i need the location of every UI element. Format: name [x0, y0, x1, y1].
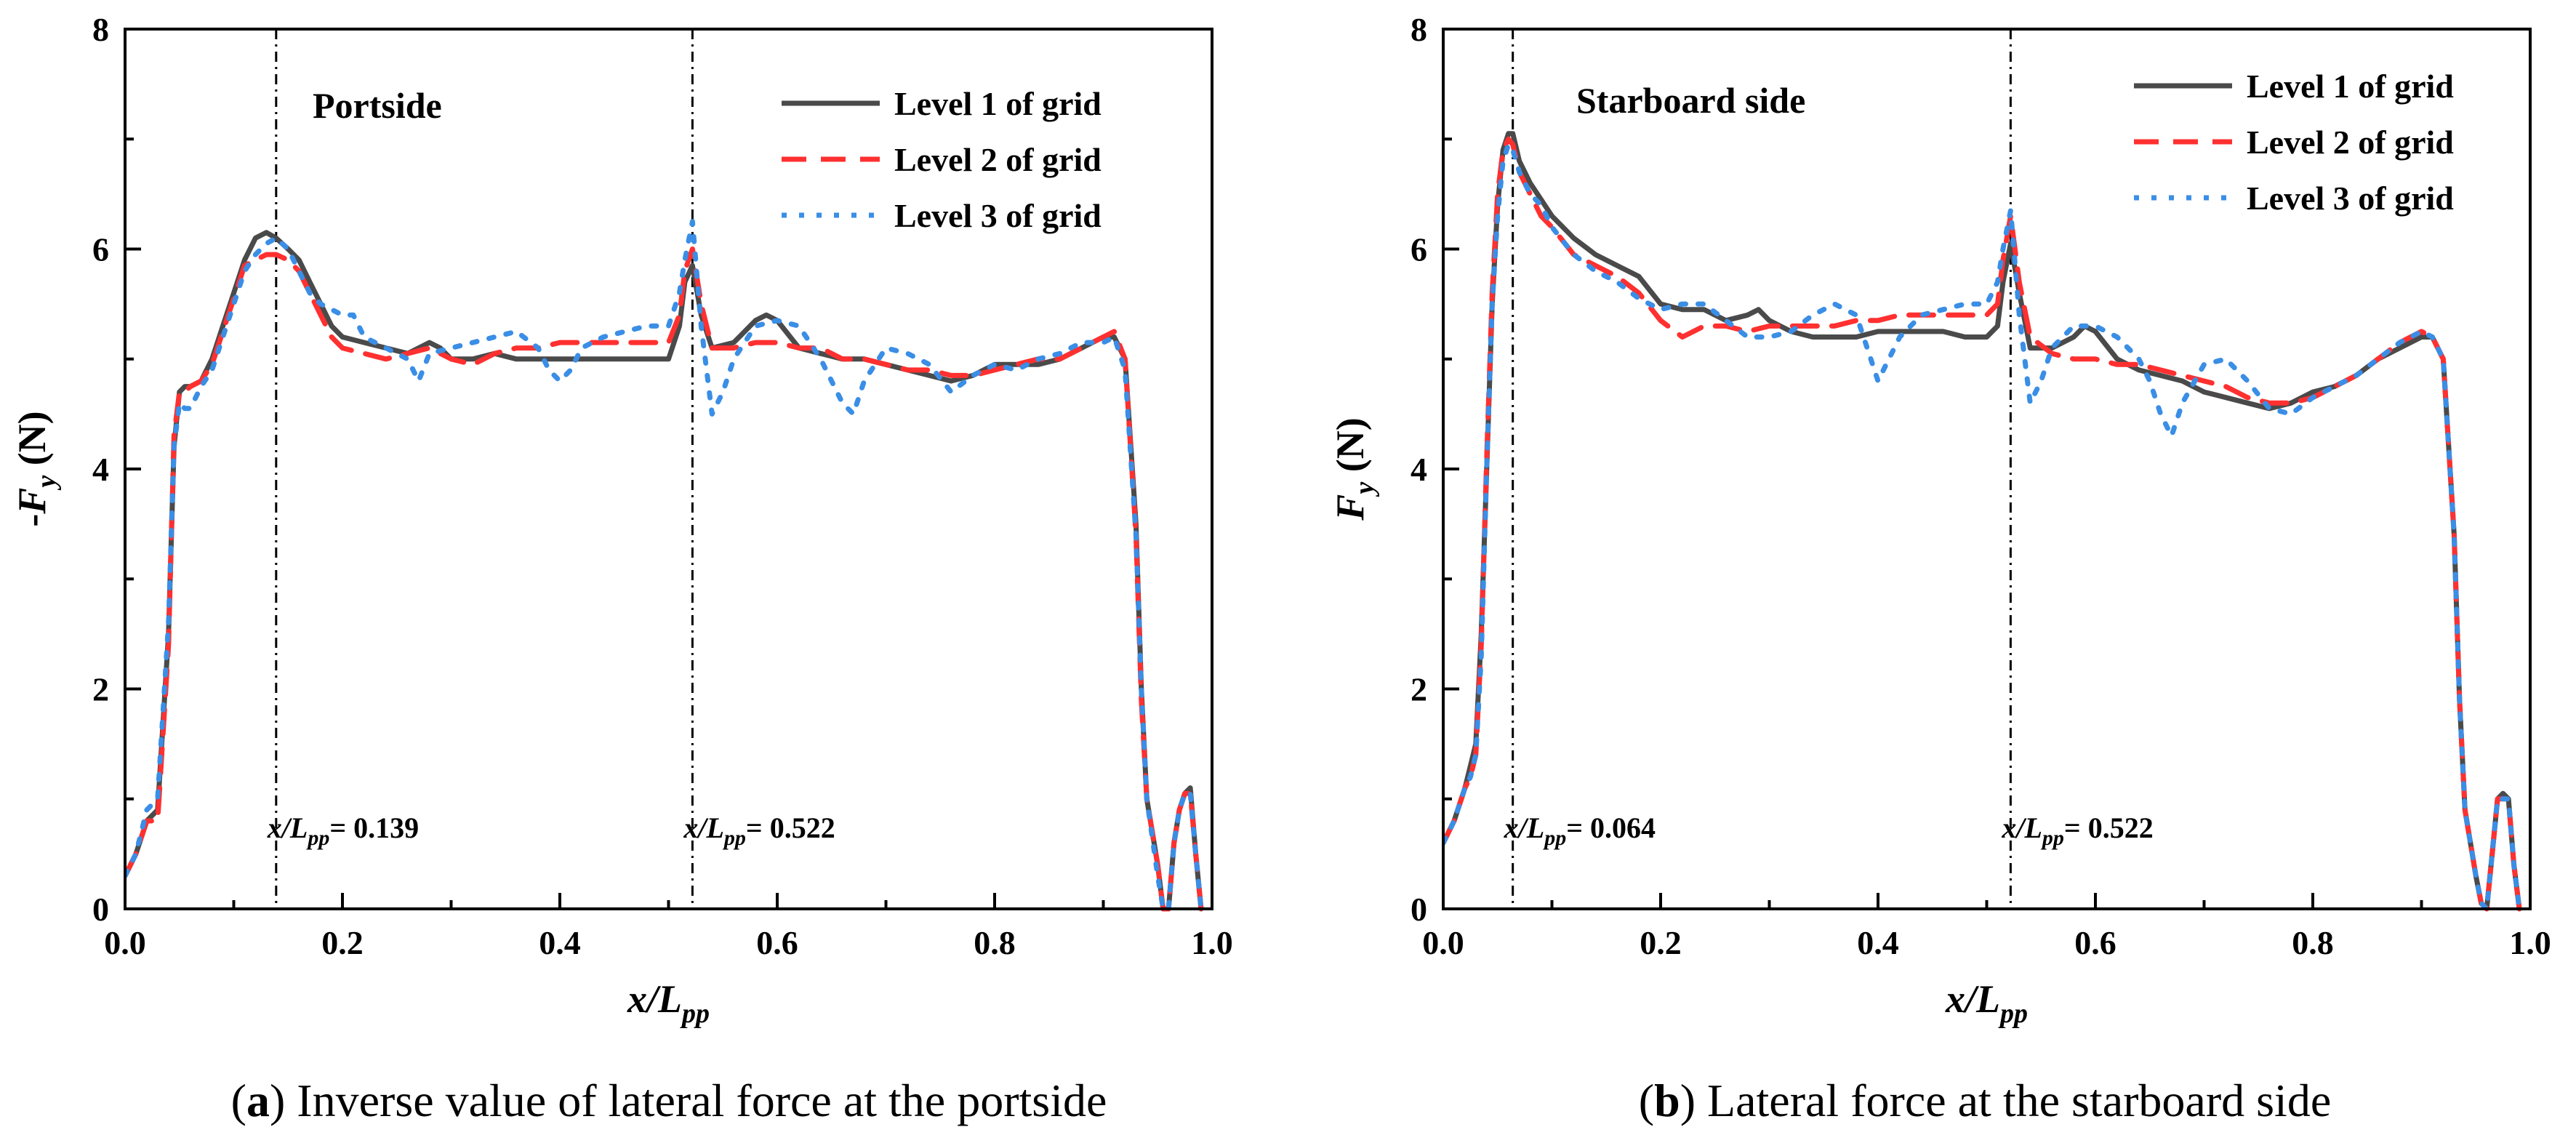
legend-label-level-1: Level 1 of grid [2247, 68, 2454, 105]
x-tick-label: 0.8 [974, 924, 1016, 961]
y-tick-label: 0 [92, 891, 109, 928]
x-axis-label: x/Lpp [627, 977, 710, 1029]
y-tick-label: 0 [1411, 891, 1427, 928]
y-tick-label: 8 [92, 11, 109, 48]
chart-panel-b: 0.0 0.2 0.4 0.6 0.8 1.0 0 2 4 6 8 x/Lpp= 0.064 x/Lpp… [1328, 11, 2551, 1126]
annotation-label: x/Lpp= 0.139 [267, 811, 419, 850]
x-tick-label: 0.4 [1857, 924, 1899, 961]
panel-caption: (b) Lateral force at the starboard side [1639, 1075, 2331, 1126]
legend-label-level-3: Level 3 of grid [2247, 180, 2454, 217]
x-tick-label: 0.0 [1422, 924, 1464, 961]
x-axis-label: x/Lpp [1945, 977, 2028, 1029]
annotation-label: x/Lpp= 0.522 [683, 811, 835, 850]
x-tick-label: 0.6 [756, 924, 798, 961]
x-tick-label: 0.6 [2074, 924, 2116, 961]
x-tick-label: 0.0 [104, 924, 146, 961]
y-tick-label: 6 [1411, 231, 1427, 268]
x-tick-label: 0.2 [321, 924, 364, 961]
chart-panel-a: 0.0 0.2 0.4 0.6 0.8 1.0 0 2 4 6 8 x/Lpp= 0.139 x/Lpp… [10, 11, 1233, 1126]
series-line-level-3 [125, 219, 1204, 912]
x-tick-label: 0.8 [2292, 924, 2334, 961]
y-tick-label: 4 [92, 451, 109, 488]
annotation-label: x/Lpp= 0.064 [1504, 811, 1656, 850]
panel-caption: (a) Inverse value of lateral force at th… [231, 1075, 1107, 1126]
series-line-level-2 [125, 246, 1204, 912]
series-line-level-1 [125, 230, 1204, 912]
plot-frame [1442, 28, 2532, 910]
y-axis-label: -Fy (N) [10, 411, 62, 526]
y-axis-label: Fy (N) [1328, 417, 1380, 521]
y-tick-label: 4 [1411, 451, 1427, 488]
x-tick-label: 1.0 [1191, 924, 1233, 961]
x-tick-label: 1.0 [2509, 924, 2551, 961]
plot-frame [124, 28, 1213, 910]
series-line-level-1 [1443, 131, 2522, 912]
x-tick-label: 0.2 [1640, 924, 1682, 961]
y-tick-label: 6 [92, 231, 109, 268]
side-label: Portside [313, 85, 442, 126]
legend-label-level-1: Level 1 of grid [894, 85, 1102, 122]
x-tick-label: 0.4 [539, 924, 581, 961]
legend-label-level-3: Level 3 of grid [894, 197, 1102, 234]
y-tick-label: 2 [1411, 671, 1427, 708]
y-tick-label: 2 [92, 671, 109, 708]
series-line-level-2 [1443, 136, 2522, 912]
legend-label-level-2: Level 2 of grid [894, 141, 1102, 178]
series-line-level-3 [1443, 142, 2522, 912]
y-tick-label: 8 [1411, 11, 1427, 48]
annotation-label: x/Lpp= 0.522 [2001, 811, 2153, 850]
side-label: Starboard side [1576, 80, 1805, 121]
legend-label-level-2: Level 2 of grid [2247, 124, 2454, 161]
